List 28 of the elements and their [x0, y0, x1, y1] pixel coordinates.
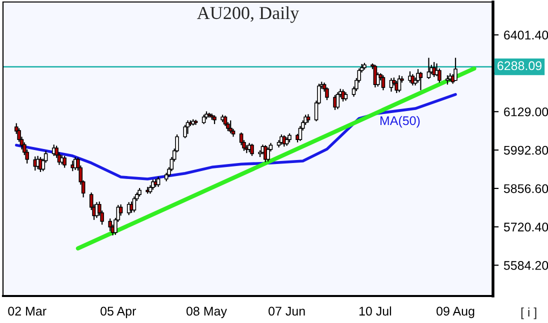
x-tick-label: 09 Aug: [436, 306, 474, 318]
candlestick: [266, 146, 270, 162]
y-tick-label: 6129.00: [504, 107, 548, 116]
candlestick: [183, 124, 187, 139]
candlestick: [250, 143, 254, 156]
y-tick-label: 6401.40: [504, 30, 548, 40]
candlestick: [132, 196, 136, 213]
candlestick: [62, 155, 66, 168]
x-tick-label: 02 Mar: [8, 306, 46, 316]
x-tick-label: 10 Jul: [359, 306, 392, 316]
candlestick: [118, 204, 123, 216]
x-tick-label: 08 May: [186, 306, 227, 318]
candlestick: [418, 71, 423, 91]
candlestick: [438, 68, 442, 84]
y-tick-label: 5992.80: [504, 146, 548, 155]
ref-line-label: 6288.09: [498, 61, 542, 70]
y-tick-label: 5720.40: [504, 222, 548, 232]
candlestick: [228, 120, 232, 134]
x-tick-label: 05 Apr: [100, 306, 136, 318]
text: [ i ]: [521, 307, 536, 320]
series-label: MA(50): [380, 116, 420, 128]
chart-title: AU200, Daily: [197, 6, 300, 23]
candlestick: [325, 86, 329, 101]
y-tick-label: 5856.60: [504, 184, 548, 194]
candlestick: [454, 57, 458, 82]
x-tick-label: 07 Jun: [268, 306, 305, 316]
candlestick: [202, 114, 206, 125]
y-tick-label: 5584.20: [504, 261, 548, 270]
